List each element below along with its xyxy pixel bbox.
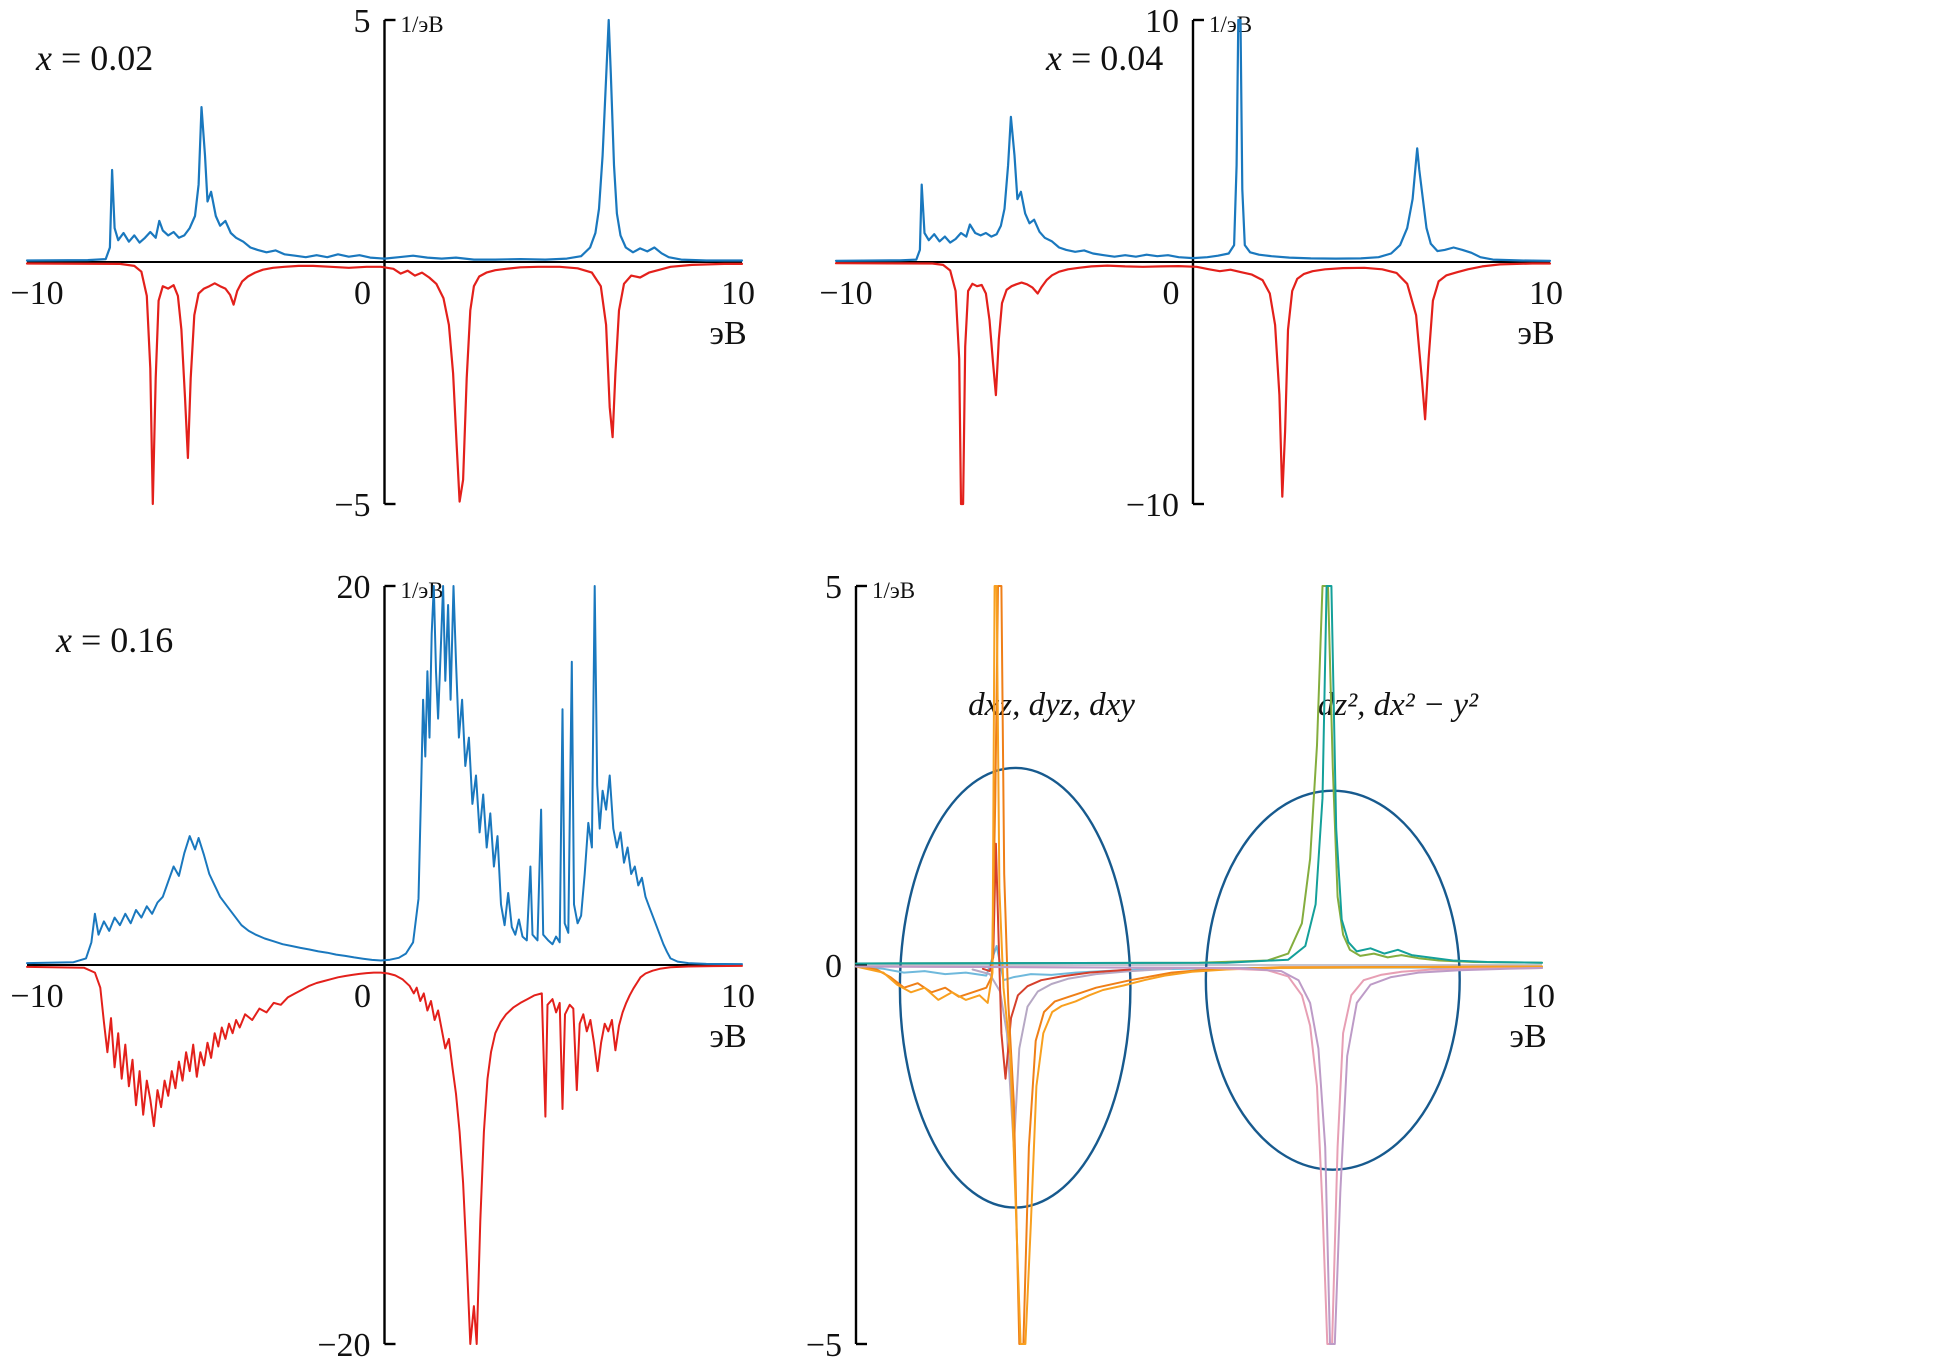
y-tick-label: 10 (1145, 3, 1179, 40)
x-tick-label: 0 (1163, 275, 1180, 312)
series-dz2-down (855, 965, 1543, 1345)
y-tick-label: 5 (354, 3, 371, 40)
series-spin-up (26, 585, 743, 966)
y-tick-label: −5 (334, 487, 370, 524)
series-dz2-up (855, 585, 1543, 965)
x-unit-label: эВ (709, 315, 746, 352)
x-tick-label: 10 (1529, 275, 1563, 312)
y-tick-label: −5 (806, 1327, 842, 1364)
panel-title: x = 0.02 (35, 38, 153, 78)
panel-title: x = 0.04 (1045, 38, 1163, 78)
y-tick-label: −20 (317, 1327, 370, 1364)
x-unit-label: эВ (1509, 1018, 1546, 1055)
y-tick-label: 0 (825, 948, 842, 985)
panel-p3: 20 −20 −10 0 10 1/эВ эВ x = 0.16 (10, 569, 755, 1364)
x-tick-label: −10 (10, 275, 63, 312)
x-tick-label: 10 (1521, 978, 1555, 1015)
series-spin-down (834, 262, 1552, 506)
x-tick-label: −10 (10, 978, 63, 1015)
panel-p2: 10 −10 −10 0 10 1/эВ эВ x = 0.04 (819, 3, 1563, 524)
panel-p1: 5 −5 −10 0 10 1/эВ эВ x = 0.02 (10, 3, 755, 524)
x-tick-label: 0 (354, 978, 371, 1015)
x-unit-label: эВ (709, 1018, 746, 1055)
x-tick-label: 0 (354, 275, 371, 312)
x-tick-label: 10 (721, 275, 755, 312)
y-unit-label: 1/эВ (401, 578, 444, 603)
y-tick-label: −10 (1126, 487, 1179, 524)
x-tick-label: −10 (819, 275, 872, 312)
y-tick-label: 20 (337, 569, 371, 606)
series-dxy (855, 585, 1543, 1345)
series-spin-up (834, 18, 1552, 262)
series-dx2y2-up (855, 585, 1543, 965)
series-spin-down (26, 964, 743, 1345)
x-tick-label: 10 (721, 978, 755, 1015)
series-dx2y2-down (855, 965, 1543, 1345)
y-unit-label: 1/эВ (401, 12, 444, 37)
series-spin-down (25, 262, 744, 506)
x-unit-label: эВ (1517, 315, 1554, 352)
annotation-ellipse (1204, 789, 1461, 1171)
y-unit-label: 1/эВ (1209, 12, 1252, 37)
y-unit-label: 1/эВ (872, 578, 915, 603)
annotation-label: dz², dx² − y² (1318, 687, 1479, 723)
y-tick-label: 5 (825, 569, 842, 606)
series-spin-up (25, 18, 744, 262)
panel-title: x = 0.16 (55, 620, 173, 660)
